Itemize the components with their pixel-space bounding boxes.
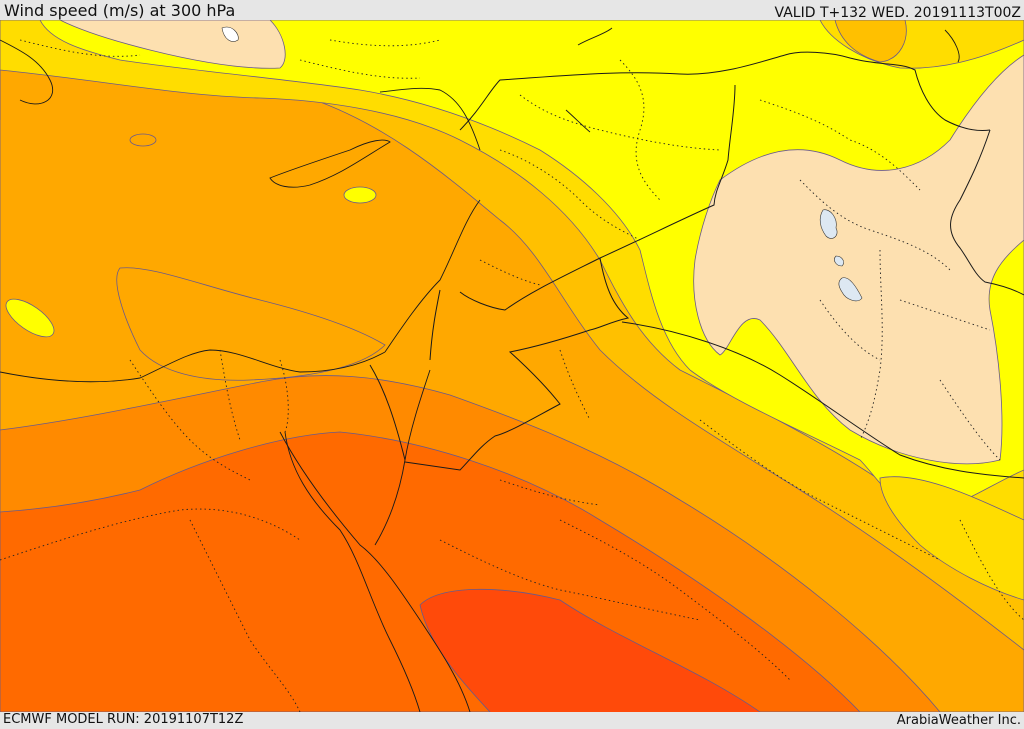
- wind-speed-map: [0, 20, 1024, 712]
- patch-yellow-sea: [5, 298, 55, 338]
- patch-light-right: [693, 54, 1024, 465]
- coastlines: [0, 27, 960, 712]
- country-borders: [369, 51, 1024, 479]
- model-run: ECMWF MODEL RUN: 20191107T12Z: [3, 712, 244, 727]
- patch-orange-small: [129, 133, 157, 147]
- valid-time: VALID T+132 WED. 20191113T00Z: [774, 5, 1021, 21]
- lake-razazza: [838, 277, 863, 302]
- patch-gold-right: [879, 476, 1024, 601]
- patch-amber-topright: [834, 20, 907, 63]
- patch-yellow-cyprus: [343, 186, 377, 204]
- header-bar: Wind speed (m/s) at 300 hPa VALID T+132 …: [0, 0, 1024, 20]
- lake-tharthar: [819, 209, 838, 239]
- footer-bar: ECMWF MODEL RUN: 20191107T12Z ArabiaWeat…: [0, 712, 1024, 729]
- map-title: Wind speed (m/s) at 300 hPa: [4, 1, 236, 20]
- internal-borders: [0, 39, 1024, 712]
- lake-small: [834, 255, 844, 267]
- lake-van: [221, 26, 239, 42]
- credit-label: ArabiaWeather Inc.: [896, 713, 1021, 728]
- blob-orange-light: [116, 267, 386, 381]
